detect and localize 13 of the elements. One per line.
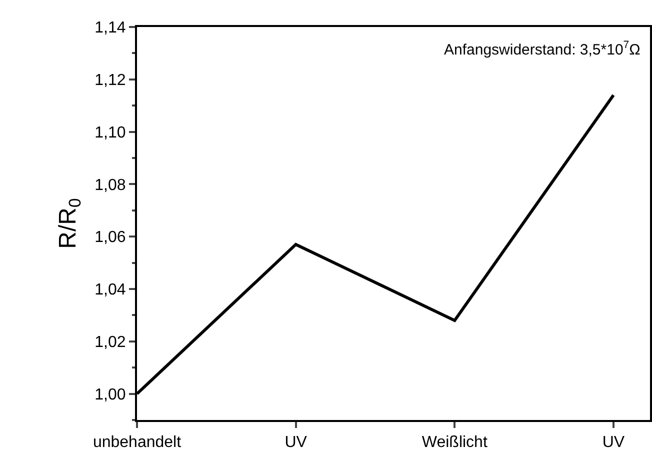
y-tick-label: 1,08: [94, 176, 126, 194]
y-tick-label: 1,02: [94, 334, 126, 351]
y-tick-label: 1,04: [94, 282, 126, 299]
x-tick-label: UV: [284, 434, 308, 452]
y-tick-label: 1,14: [94, 20, 126, 37]
y-tick-label: 1,00: [94, 386, 126, 404]
y-tick-label: 1,06: [94, 229, 126, 246]
x-tick-label: UV: [602, 434, 625, 452]
annotation: Anfangswiderstand: 3,5*10$^{7}$Ω: [444, 39, 640, 58]
y-tick-label: 1,10: [94, 124, 126, 142]
y-tick-label: 1,12: [94, 72, 126, 89]
x-tick-label: Weißlicht: [422, 434, 488, 452]
x-tick-label: unbehandelt: [92, 434, 182, 452]
